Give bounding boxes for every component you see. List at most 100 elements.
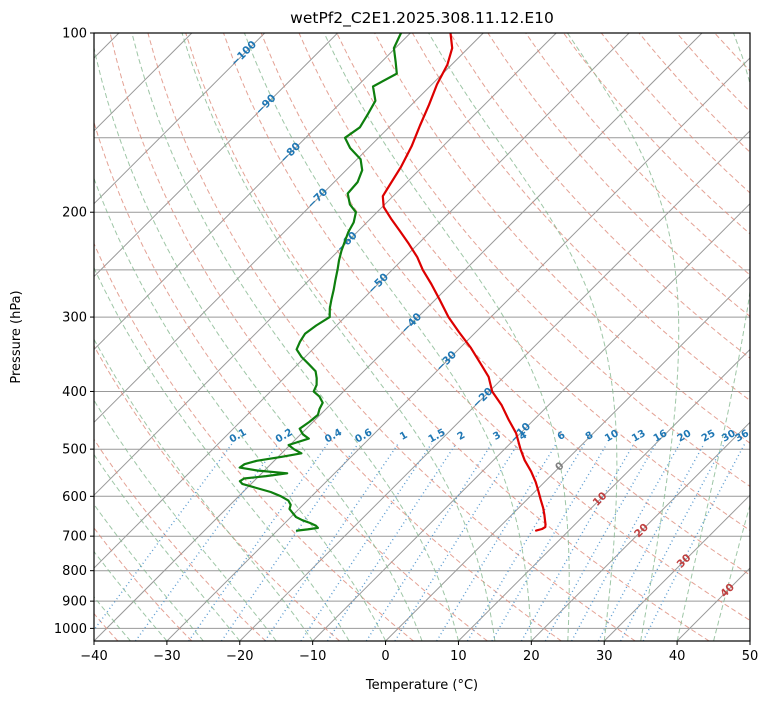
isotherm-line [94, 33, 703, 641]
moist-adiabat-line [94, 45, 423, 641]
dry-adiabat-line [525, 33, 750, 276]
mixing-ratio-label: 0.4 [323, 427, 344, 445]
isotherm-line [94, 33, 338, 278]
mixing-ratio-line [327, 443, 457, 641]
y-tick-label: 100 [62, 27, 87, 42]
moist-adiabat-line [713, 503, 750, 641]
x-tick-label: −30 [153, 649, 180, 664]
plot-frame [93, 32, 751, 642]
mixing-ratio-label: 3 [491, 430, 503, 443]
mixing-ratio-label: 6 [556, 430, 568, 443]
mixing-ratio-label: 16 [652, 428, 670, 445]
dry-adiabat-line [94, 242, 414, 641]
dry-adiabat-line [676, 33, 750, 113]
isotherm-line [312, 202, 750, 641]
dry-adiabat-line [600, 33, 750, 194]
dewpoint-profile [238, 33, 403, 532]
dry-adiabat-line [260, 33, 750, 576]
x-tick-label: −40 [80, 649, 107, 664]
dry-adiabat-line [714, 33, 750, 72]
moist-adiabat-line [566, 33, 680, 641]
isotherm-line [676, 567, 750, 641]
moist-adiabat-line [181, 33, 496, 641]
dry-adiabat-line [487, 33, 750, 318]
mixing-ratio-line [135, 443, 279, 641]
y-tick-label: 400 [62, 385, 87, 400]
x-tick-label: 20 [523, 649, 540, 664]
dry-adiabat-line [298, 33, 750, 532]
mixing-ratio-line [221, 443, 359, 641]
mixing-ratio-label: 1 [398, 430, 410, 443]
dry-adiabat-line [109, 33, 562, 641]
moist-adiabat-line [749, 639, 750, 641]
isotherm-line [94, 33, 630, 569]
isotherm-line [749, 640, 750, 641]
mixing-ratio-line [571, 443, 681, 641]
x-tick-label: −20 [226, 649, 253, 664]
isotherm-line [94, 33, 266, 205]
moist-adiabat-line [94, 399, 277, 641]
isotherm-line [94, 33, 193, 132]
mixing-ratio-label: 0.6 [353, 427, 374, 445]
dry-adiabat-line [223, 33, 750, 622]
dry-adiabat-line [147, 33, 636, 641]
mixing-ratio-label: 4 [517, 430, 529, 443]
y-tick-label: 900 [62, 595, 87, 610]
mixing-ratio-label: 10 [603, 428, 621, 445]
mixing-ratio-line [642, 443, 746, 641]
isotherm-line [603, 494, 750, 641]
y-tick-label: 700 [62, 530, 87, 545]
dry-adiabat-line [94, 438, 267, 641]
mixing-ratio-line [491, 443, 608, 641]
grid-layer [94, 33, 750, 641]
moist-adiabat-line [243, 33, 532, 641]
y-tick-label: 800 [62, 564, 87, 579]
moist-adiabat-line [676, 33, 750, 641]
isotherm-line [166, 57, 750, 641]
moist-adiabat-line [94, 453, 241, 641]
x-tick-label: 40 [669, 649, 686, 664]
mixing-ratio-label: 20 [676, 428, 694, 445]
isotherm-line [239, 130, 750, 641]
dry-adiabat-line [374, 33, 750, 444]
chart-title: wetPf2_C2E1.2025.308.11.12.E10 [290, 9, 554, 28]
moist-adiabat-line [94, 176, 387, 641]
moist-adiabat-line [94, 266, 350, 641]
isotherm-label: −100 [229, 39, 259, 69]
moist-adiabat-line [131, 33, 459, 641]
isotherm-line [94, 33, 411, 351]
mixing-ratio-line [544, 443, 657, 641]
x-tick-label: 30 [596, 649, 613, 664]
mixing-ratio-line [365, 443, 493, 641]
x-tick-label: 10 [450, 649, 467, 664]
grid-label-layer: 0.1 0.2 0.4 0.6 1 1.5 2 3 4 6 8 10 13 16 20 25 3036−100−… [228, 39, 751, 600]
moist-adiabat-line [428, 33, 618, 641]
mixing-ratio-line [264, 443, 399, 641]
dry-adiabat-line [94, 120, 488, 641]
x-tick-label: 50 [742, 649, 759, 664]
y-tick-label: 1000 [54, 622, 87, 637]
y-tick-label: 200 [62, 206, 87, 221]
dry-adiabat-line [638, 33, 750, 153]
y-tick-label: 600 [62, 490, 87, 505]
profile-layer [238, 33, 547, 532]
y-tick-label: 300 [62, 311, 87, 326]
dry-adiabat-line [411, 33, 750, 402]
mixing-ratio-line [520, 443, 635, 641]
x-axis-label: Temperature (°C) [365, 678, 478, 693]
mixing-ratio-label: 1.5 [427, 427, 448, 445]
y-tick-label: 500 [62, 443, 87, 458]
mixing-ratio-label: 13 [630, 428, 648, 445]
mixing-ratio-line [597, 443, 705, 641]
isotherm-line [530, 421, 750, 641]
mixing-ratio-line [394, 443, 519, 641]
dry-adiabat-line [563, 33, 750, 235]
dry-adiabat-line [94, 344, 340, 641]
mixing-ratio-label: 2 [456, 430, 468, 443]
dry-adiabat-line [185, 33, 710, 641]
dry-adiabat-line [449, 33, 750, 359]
moist-adiabat-line [94, 338, 314, 641]
axes-layer: −40 −30 −20 −10 0 10 20 30 40 5010020030040050060… [54, 27, 758, 665]
mixing-ratio-line [300, 443, 432, 641]
isotherm-line [385, 275, 750, 641]
